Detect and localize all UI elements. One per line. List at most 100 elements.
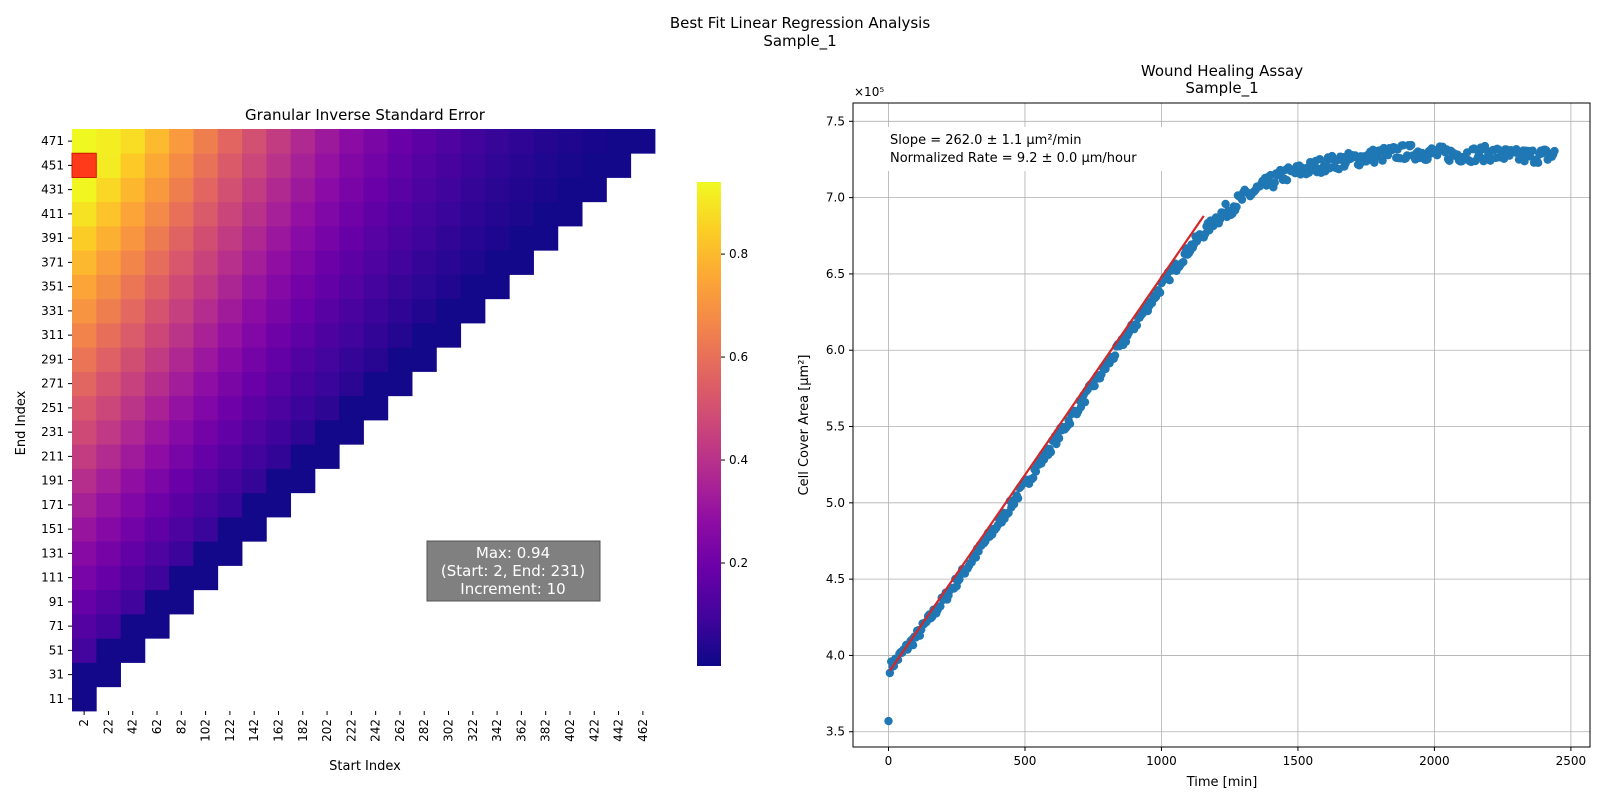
heatmap-cell — [436, 250, 462, 275]
y-tick-label: 371 — [41, 255, 64, 269]
heatmap-cell — [363, 347, 389, 372]
heatmap-cell — [72, 201, 97, 227]
data-point — [908, 640, 918, 650]
y-tick-label: 211 — [41, 449, 64, 463]
heatmap-cell — [460, 298, 486, 324]
heatmap-cell — [144, 371, 170, 397]
heatmap-cell — [120, 226, 146, 251]
heatmap-cell — [72, 541, 97, 566]
data-point — [1221, 199, 1230, 209]
heatmap-cell — [363, 201, 389, 227]
heatmap-cell — [266, 468, 292, 494]
scatter-axes-frame — [852, 102, 1591, 748]
heatmap-cell — [242, 298, 267, 324]
heatmap-cell — [533, 153, 559, 178]
heatmap-cell — [363, 274, 389, 300]
heatmap-cell — [120, 614, 146, 639]
heatmap-cell — [169, 565, 194, 591]
heatmap-cell — [72, 177, 97, 203]
heatmap-cell — [436, 177, 462, 203]
y-tick-label: 7.0 — [826, 191, 845, 205]
x-tick-label: 302 — [442, 719, 456, 742]
heatmap-xlabel: Start Index — [329, 759, 401, 774]
heatmap-cell — [96, 201, 121, 227]
x-tick-label: 382 — [539, 719, 553, 742]
heatmap-cell — [72, 323, 97, 348]
y-tick-label: 311 — [41, 328, 64, 342]
data-point — [1533, 158, 1543, 168]
heatmap-cell — [217, 541, 243, 566]
heatmap-cell — [412, 129, 437, 154]
heatmap-cell — [363, 129, 389, 154]
heatmap-cell — [242, 129, 267, 154]
heatmap-cell — [363, 226, 389, 251]
heatmap-cell — [193, 177, 219, 203]
heatmap-cell — [193, 226, 219, 251]
heatmap-cell — [217, 420, 243, 445]
heatmap-cell — [72, 226, 97, 251]
y-scale-label: ×10⁵ — [854, 85, 884, 99]
data-point — [1046, 447, 1056, 457]
data-point — [1232, 202, 1241, 212]
heatmap-cell — [266, 395, 292, 421]
heatmap-cell — [96, 371, 121, 397]
heatmap-cell — [120, 395, 146, 421]
heatmap-cell — [266, 177, 292, 203]
heatmap-cell — [484, 201, 510, 227]
heatmap-cell — [339, 153, 364, 178]
heatmap-cell — [144, 250, 170, 275]
heatmap-cell — [266, 129, 292, 154]
data-point — [1080, 397, 1090, 407]
x-tick-label: 2 — [77, 719, 91, 727]
y-tick-label: 231 — [41, 425, 64, 439]
heatmap-cell — [290, 323, 316, 348]
data-point — [1237, 195, 1247, 204]
x-tick-label: 242 — [369, 719, 383, 742]
heatmap-cell — [412, 298, 437, 324]
heatmap-cell — [120, 347, 146, 372]
heatmap-cell — [144, 614, 170, 639]
x-tick-label: 142 — [247, 719, 261, 742]
x-tick-label: 442 — [612, 719, 626, 742]
heatmap-cell — [266, 298, 292, 324]
heatmap-cell — [120, 468, 146, 494]
heatmap-cell — [387, 153, 413, 178]
y-tick-label: 31 — [49, 668, 64, 682]
heatmap-cell — [193, 298, 219, 324]
heatmap-cell — [96, 614, 121, 639]
x-tick-label: 2000 — [1419, 754, 1450, 768]
heatmap-cell — [169, 201, 194, 227]
data-point — [884, 716, 893, 726]
heatmap-cell — [314, 395, 340, 421]
heatmap-cell — [96, 177, 121, 203]
heatmap-cell — [144, 420, 170, 445]
scatter-subtitle: Sample_1 — [1185, 79, 1258, 98]
heatmap-cell — [169, 153, 194, 178]
heatmap-cell — [314, 129, 340, 154]
heatmap-cell — [169, 274, 194, 300]
heatmap-cell — [266, 420, 292, 445]
x-tick-label: 462 — [636, 719, 650, 742]
heatmap-cell — [144, 153, 170, 178]
heatmap-cell — [169, 298, 194, 324]
heatmap-cell — [242, 153, 267, 178]
heatmap-cell — [72, 395, 97, 421]
heatmap-cell — [169, 250, 194, 275]
heatmap-cell — [217, 517, 243, 542]
x-tick-label: 342 — [490, 719, 504, 742]
data-point — [1054, 434, 1064, 443]
colorbar-tick-label: 0.4 — [729, 453, 748, 467]
heatmap-cell — [314, 420, 340, 445]
heatmap-cell — [484, 274, 510, 300]
heatmap-cell — [217, 298, 243, 324]
y-tick-label: 351 — [41, 280, 64, 294]
x-tick-label: 362 — [514, 719, 528, 742]
heatmap-cell — [193, 565, 219, 591]
heatmap-cell — [169, 323, 194, 348]
scatter-xlabel: Time [min] — [1186, 775, 1258, 790]
heatmap-cell — [533, 177, 559, 203]
y-tick-label: 131 — [41, 546, 64, 560]
heatmap-cell — [290, 347, 316, 372]
heatmap-cell — [509, 250, 534, 275]
x-tick-label: 62 — [150, 719, 164, 734]
